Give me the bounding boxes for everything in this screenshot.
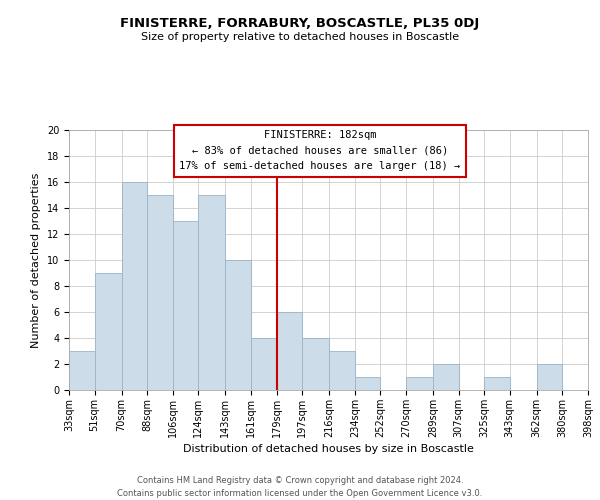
Bar xyxy=(147,195,173,390)
Bar xyxy=(251,338,277,390)
Bar xyxy=(277,312,302,390)
Text: FINISTERRE: 182sqm
← 83% of detached houses are smaller (86)
17% of semi-detache: FINISTERRE: 182sqm ← 83% of detached hou… xyxy=(179,130,461,172)
Bar xyxy=(355,377,380,390)
Bar xyxy=(69,351,95,390)
Text: FINISTERRE, FORRABURY, BOSCASTLE, PL35 0DJ: FINISTERRE, FORRABURY, BOSCASTLE, PL35 0… xyxy=(121,18,479,30)
Bar xyxy=(199,195,226,390)
Bar xyxy=(95,273,122,390)
Bar xyxy=(329,351,355,390)
Text: Contains HM Land Registry data © Crown copyright and database right 2024.
Contai: Contains HM Land Registry data © Crown c… xyxy=(118,476,482,498)
Bar xyxy=(302,338,329,390)
Y-axis label: Number of detached properties: Number of detached properties xyxy=(31,172,41,348)
Bar xyxy=(173,221,199,390)
Text: Size of property relative to detached houses in Boscastle: Size of property relative to detached ho… xyxy=(141,32,459,42)
Bar xyxy=(433,364,458,390)
Bar xyxy=(406,377,433,390)
Bar xyxy=(537,364,562,390)
Bar xyxy=(122,182,147,390)
X-axis label: Distribution of detached houses by size in Boscastle: Distribution of detached houses by size … xyxy=(183,444,474,454)
Bar xyxy=(226,260,251,390)
Bar xyxy=(484,377,510,390)
